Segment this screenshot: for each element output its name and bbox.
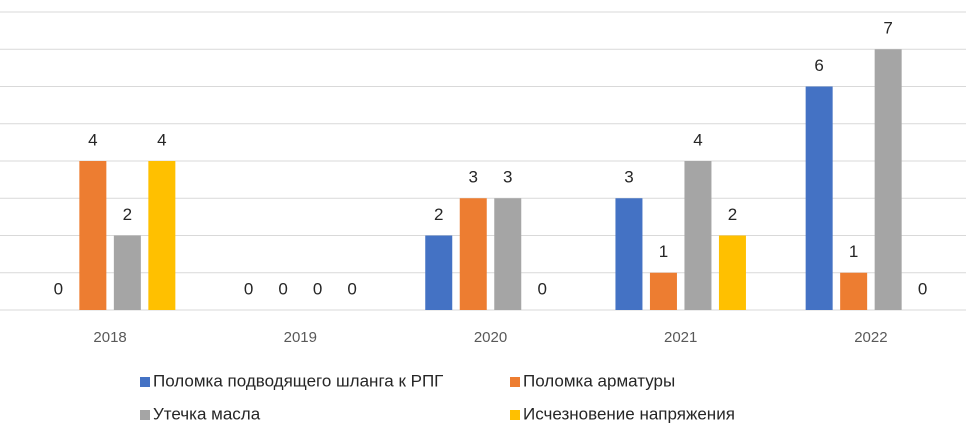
data-label: 4 — [157, 130, 166, 149]
legend-label: Утечка масла — [153, 404, 261, 423]
data-label: 4 — [693, 130, 702, 149]
data-label: 6 — [814, 56, 823, 75]
data-label: 0 — [54, 279, 63, 298]
legend-label: Поломка арматуры — [523, 371, 675, 390]
legend-swatch — [510, 410, 520, 420]
bar — [649, 272, 677, 310]
x-tick-label: 2018 — [93, 329, 126, 346]
bar — [148, 161, 176, 310]
data-label: 3 — [503, 168, 512, 187]
data-label: 0 — [918, 279, 927, 298]
data-label: 0 — [278, 279, 287, 298]
bar — [459, 198, 487, 310]
data-label: 3 — [469, 168, 478, 187]
x-tick-label: 2019 — [284, 329, 317, 346]
legend-swatch — [510, 377, 520, 387]
data-label: 0 — [347, 279, 356, 298]
data-label: 3 — [624, 168, 633, 187]
legend-swatch — [140, 410, 150, 420]
bar — [615, 198, 643, 310]
bar — [494, 198, 522, 310]
legend-label: Исчезновение напряжения — [523, 404, 735, 423]
data-label: 0 — [244, 279, 253, 298]
data-label: 2 — [434, 205, 443, 224]
bar — [805, 86, 833, 310]
data-label: 2 — [728, 205, 737, 224]
legend-label: Поломка подводящего шланга к РПГ — [153, 371, 443, 390]
bar — [425, 235, 453, 310]
data-label: 0 — [538, 279, 547, 298]
bar — [79, 161, 107, 310]
bar — [718, 235, 746, 310]
data-label: 7 — [883, 19, 892, 38]
data-label: 1 — [659, 242, 668, 261]
legend-swatch — [140, 377, 150, 387]
data-label: 0 — [313, 279, 322, 298]
x-tick-label: 2020 — [474, 329, 507, 346]
data-label: 2 — [123, 205, 132, 224]
bar — [113, 235, 141, 310]
x-tick-label: 2022 — [854, 329, 887, 346]
bar — [840, 272, 868, 310]
bar — [874, 49, 902, 310]
data-label: 4 — [88, 130, 97, 149]
bar — [684, 161, 712, 310]
x-tick-label: 2021 — [664, 329, 697, 346]
data-label: 1 — [849, 242, 858, 261]
